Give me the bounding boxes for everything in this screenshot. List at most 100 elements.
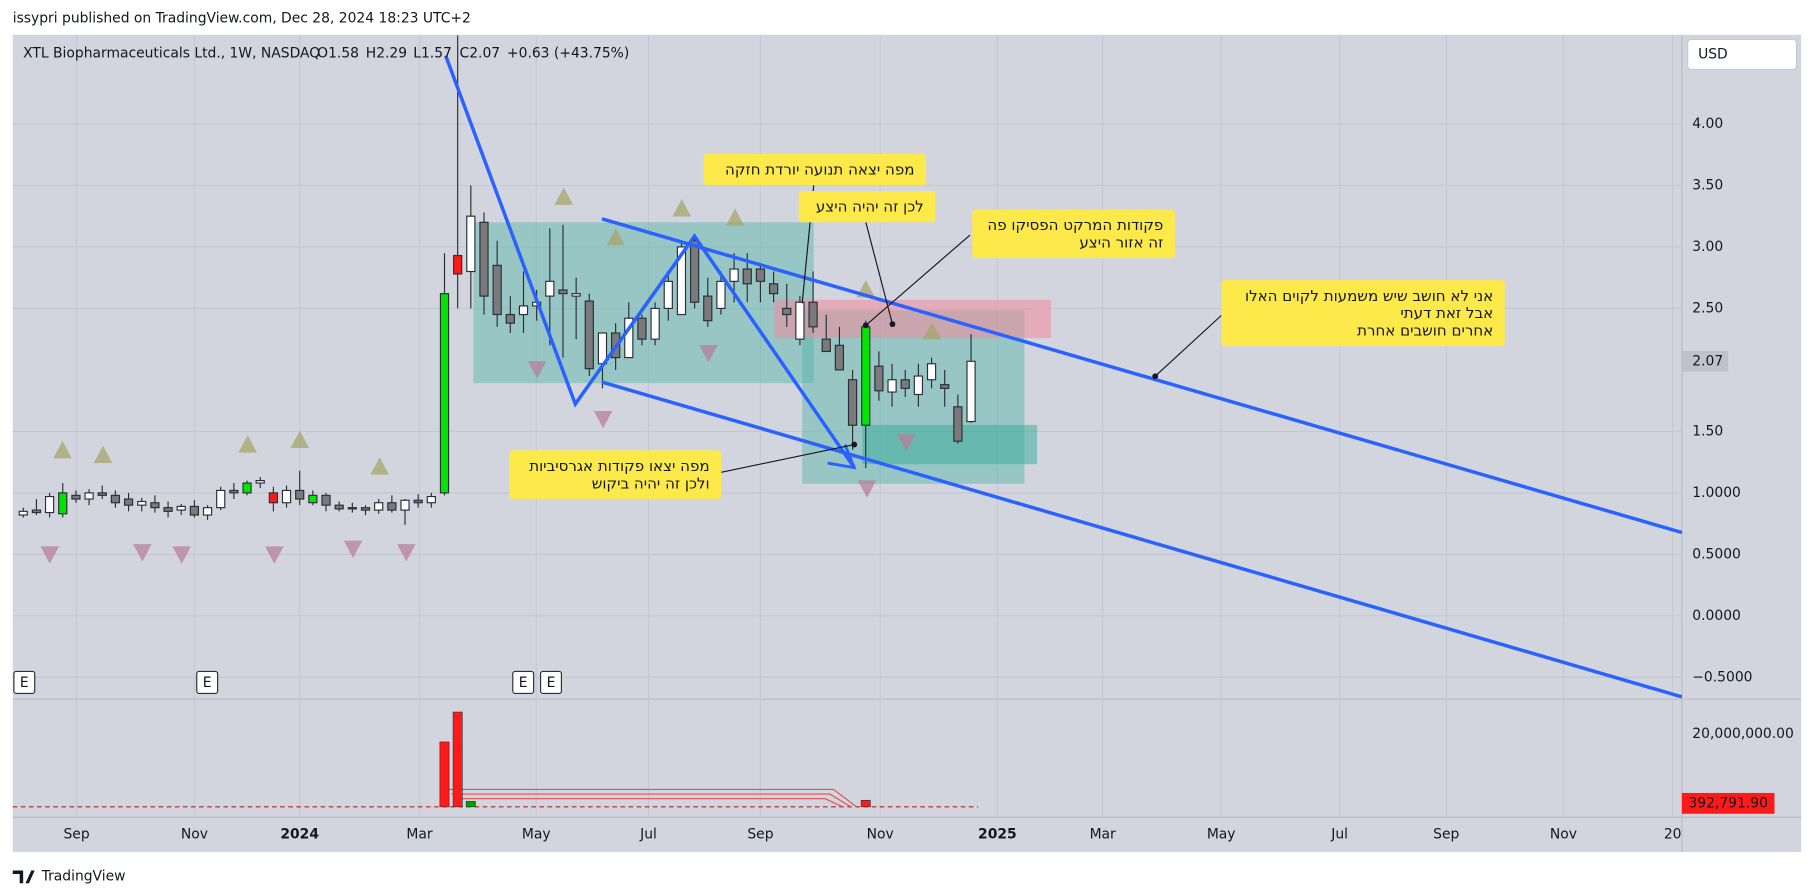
candle-body [413, 499, 423, 504]
y-tick-label: 1.0000 [1692, 485, 1741, 501]
annotation-text: אבל זאת דעתי [1400, 304, 1493, 322]
y-tick-label: 0.5000 [1692, 546, 1741, 562]
candle-body [847, 379, 858, 426]
demand-zone [473, 222, 814, 384]
candle-body [242, 482, 252, 494]
volume-pane: 20,000,000.00 392,791.90 [12, 711, 1794, 814]
candle-body [387, 502, 397, 511]
annotation-text: מפה יצאו פקודות אגרסיביות [529, 457, 709, 475]
candle-body [347, 507, 357, 510]
annotation-text: אני לא חושב שיש משמעות לקוים האלו [1245, 287, 1493, 305]
volume-average [457, 798, 843, 808]
channel-upper [601, 217, 1683, 535]
candle-body [163, 507, 173, 512]
candle-body [295, 489, 305, 500]
volume-average [451, 793, 852, 808]
volume-bar [439, 741, 450, 808]
annotations: מפה יצאה תנועה יורדת חזקה לכן זה יהיה היצ… [509, 153, 1505, 499]
buy-signal [672, 199, 692, 217]
symbol-name: XTL Biopharmaceuticals Ltd., 1W, NASDAQ [23, 45, 320, 61]
candle-body [268, 492, 279, 504]
y-tick-label: 4.00 [1692, 116, 1723, 132]
volume-average [445, 788, 857, 808]
sell-signal [527, 361, 547, 379]
sell-signal [343, 540, 363, 558]
candle-body [97, 492, 107, 496]
earnings-label: E [20, 675, 29, 691]
callout-line [865, 222, 894, 325]
legend-high: H2.29 [366, 45, 407, 61]
zigzag-line [444, 54, 856, 469]
candle-body [834, 344, 845, 371]
candle-body [255, 480, 265, 484]
sell-signal [265, 546, 284, 564]
volume-averages [445, 788, 857, 808]
candle-body [676, 246, 687, 316]
callout-line [1154, 309, 1228, 377]
x-tick-label: Sep [747, 827, 773, 843]
earnings-badge [539, 670, 562, 694]
candle-body [913, 375, 924, 396]
last-price-box [1681, 350, 1729, 372]
candle-body [31, 509, 42, 514]
candle-body [874, 365, 884, 392]
buy-signal [290, 430, 310, 448]
currency-button[interactable] [1687, 38, 1798, 71]
candle-body [281, 489, 292, 504]
candle-body [703, 295, 713, 322]
currency-label[interactable]: USD [1698, 46, 1728, 62]
buy-signal [53, 441, 72, 459]
buy-signal [554, 187, 573, 205]
candle-body [637, 317, 647, 340]
x-tick-label: 2025 [978, 827, 1017, 843]
earnings-badge [13, 670, 36, 694]
sell-signal [897, 434, 916, 452]
earnings-label: E [547, 675, 556, 691]
candle-body [887, 379, 897, 393]
sell-signal [857, 480, 877, 498]
candle-body [137, 500, 147, 506]
annotation-text: אחרים חושבים אחרת [1357, 322, 1493, 340]
candle-body [650, 307, 660, 340]
channel-lower [601, 380, 1683, 699]
candle-body [940, 384, 950, 389]
callout-line [721, 443, 855, 473]
candle-body [321, 494, 331, 506]
trend-lines [444, 54, 1683, 699]
candle-body [44, 495, 55, 514]
callout-line [865, 234, 971, 326]
x-tick-label: Mar [406, 827, 432, 843]
sell-signal [593, 410, 613, 429]
sell-signal [133, 544, 152, 562]
candle-body [624, 317, 634, 359]
x-tick-label: 20 [1664, 827, 1682, 843]
candle-body [202, 507, 213, 516]
candle-body [768, 283, 779, 295]
x-tick-label: Mar [1090, 827, 1116, 843]
candle-body [334, 504, 344, 510]
x-tick-label: Sep [63, 827, 89, 843]
candle-body [795, 301, 805, 340]
candle-body [518, 305, 529, 316]
candle-body [439, 293, 450, 494]
candle-body [466, 215, 476, 273]
volume-last-label: 392,791.90 [1688, 795, 1767, 811]
buy-signal [93, 445, 113, 464]
candle-body [400, 499, 410, 511]
annotation-text: ולכן זה יהיה ביקוש [592, 474, 710, 492]
candle-body [308, 494, 318, 504]
candle-body [663, 280, 673, 309]
candle-body [900, 379, 910, 389]
candle-body [505, 313, 515, 324]
candle-body [584, 300, 594, 370]
x-tick-label: Jul [1330, 827, 1348, 843]
legend-change: +0.63 (+43.75%) [507, 45, 629, 61]
volume-bar [465, 801, 476, 808]
y-tick-label: 0.0000 [1692, 608, 1741, 624]
signals [40, 187, 942, 564]
candle-body [58, 492, 68, 515]
candle-body [729, 268, 739, 282]
candle-body [492, 264, 502, 316]
y-tick-label: 3.50 [1692, 177, 1723, 193]
